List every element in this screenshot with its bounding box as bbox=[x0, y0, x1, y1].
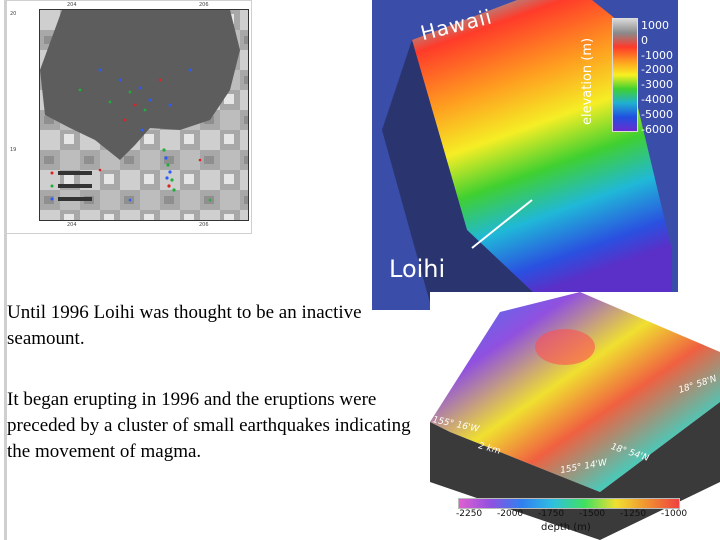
elevation-tick: -5000 bbox=[641, 107, 673, 121]
loihi-label: Loihi bbox=[389, 255, 446, 283]
loihi-pointer bbox=[471, 199, 533, 249]
elevation-tick: -3000 bbox=[641, 78, 673, 92]
depth-tick: -2000 bbox=[497, 509, 524, 519]
depth-tick: -1500 bbox=[579, 509, 606, 519]
slide-left-rule bbox=[4, 0, 7, 540]
terrain-shadow bbox=[382, 40, 552, 310]
earthquake-dots bbox=[78, 68, 212, 202]
map-tick-left-bottom: 19 bbox=[10, 147, 17, 153]
depth-tick: -1000 bbox=[661, 509, 688, 519]
elevation-axis-title: elevation (m) bbox=[580, 37, 595, 125]
map-tick-top-left: 204 bbox=[67, 2, 77, 8]
depth-tick: -1750 bbox=[538, 509, 565, 519]
map-legend bbox=[50, 171, 92, 201]
elevation-tick: 0 bbox=[641, 33, 648, 47]
map-frame bbox=[39, 9, 249, 221]
elevation-tick: -4000 bbox=[641, 93, 673, 106]
depth-colorbar bbox=[458, 498, 680, 509]
map-graphic bbox=[40, 10, 248, 220]
depth-tick: -2250 bbox=[456, 509, 483, 519]
elevation-colorbar bbox=[612, 18, 638, 132]
seismicity-map: 204 206 20 19 20 19 204 206 bbox=[6, 0, 252, 234]
paragraph-inactive-seamount: Until 1996 Loihi was thought to be an in… bbox=[7, 302, 362, 349]
elevation-tick: 1000 bbox=[641, 19, 669, 32]
elevation-tick: -6000 bbox=[641, 122, 673, 136]
map-tick-bottom-left: 204 bbox=[67, 222, 77, 228]
map-tick-top-right: 206 bbox=[199, 2, 209, 8]
depth-axis-title: depth (m) bbox=[541, 522, 591, 533]
paragraph-eruption-1996: It began erupting in 1996 and the erupti… bbox=[7, 389, 411, 462]
map-tick-left-top: 20 bbox=[10, 11, 17, 17]
elevation-tick: -2000 bbox=[641, 63, 673, 77]
island-shape bbox=[40, 10, 240, 160]
summit-crater bbox=[535, 329, 595, 365]
multibeam-surface bbox=[430, 292, 720, 492]
map-tick-bottom-right: 206 bbox=[199, 222, 209, 228]
depth-tick: -1250 bbox=[620, 509, 647, 519]
elevation-tick: -1000 bbox=[641, 48, 673, 62]
terrain-surface bbox=[412, 0, 672, 310]
